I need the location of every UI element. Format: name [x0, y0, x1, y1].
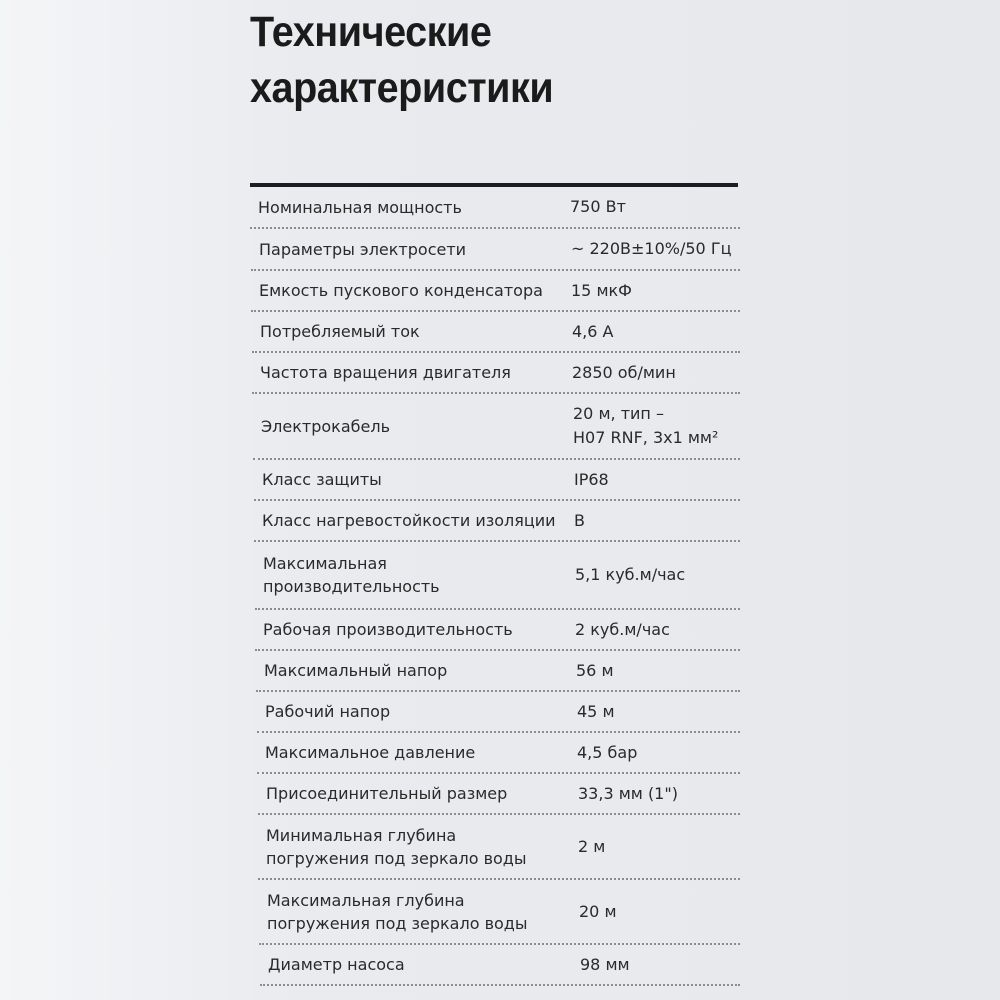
spec-row: Максимальный напор 56 м [256, 651, 740, 692]
spec-row: Частота вращения двигателя 2850 об/мин [252, 353, 740, 394]
spec-label: Максимальная глубина погружения под зерк… [267, 890, 528, 933]
spec-row: Емкость пускового конденсатора 15 мкФ [251, 271, 740, 312]
spec-row: Электрокабель 20 м, тип – H07 RNF, 3x1 мм… [253, 394, 740, 460]
spec-value: 45 м [577, 701, 615, 721]
spec-value: ~ 220В±10%/50 Гц [571, 239, 732, 258]
spec-row: Рабочая производительность 2 куб.м/час [255, 610, 740, 651]
spec-label: Максимальная производительность [263, 554, 440, 596]
spec-value: 20 м [579, 901, 617, 921]
spec-value: 33,3 мм (1") [578, 783, 678, 803]
spec-row: Класс защиты IP68 [254, 460, 740, 501]
spec-value: 20 м, тип – H07 RNF, 3x1 мм² [573, 404, 719, 447]
spec-value: 2 м [578, 836, 606, 856]
spec-value: IP68 [574, 469, 609, 489]
spec-row: Присоединительный размер 33,3 мм (1") [258, 774, 740, 815]
spec-label: Максимальный напор [264, 661, 448, 680]
spec-label: Рабочая производительность [263, 620, 513, 639]
header-rule [250, 183, 738, 187]
spec-label: Класс защиты [262, 470, 382, 489]
spec-label: Максимальное давление [265, 743, 476, 762]
spec-value: 15 мкФ [571, 280, 632, 300]
spec-row: Максимальная производительность 5,1 куб.м… [255, 542, 740, 610]
spec-row: Максимальная глубина погружения под зерк… [259, 880, 740, 945]
spec-value: 4,6 А [572, 321, 614, 341]
spec-value: 2850 об/мин [572, 362, 676, 382]
title-line-1: Технические [250, 8, 492, 56]
spec-row: Диаметр насоса 98 мм [260, 945, 740, 986]
spec-value: 4,5 бар [577, 742, 638, 762]
spec-row: Рабочий напор 45 м [257, 692, 740, 733]
page-title: Технические характеристики [250, 4, 554, 116]
spec-label: Электрокабель [261, 416, 391, 436]
spec-row: Потребляемый ток 4,6 А [252, 312, 740, 353]
title-line-2: характеристики [250, 64, 554, 112]
spec-value: 56 м [576, 660, 614, 680]
spec-label: Потребляемый ток [260, 322, 420, 341]
spec-value: 5,1 куб.м/час [575, 565, 686, 584]
spec-value: B [574, 510, 585, 530]
spec-label: Класс нагревостойкости изоляции [262, 511, 556, 530]
spec-row: Параметры электросети ~ 220В±10%/50 Гц [251, 229, 740, 271]
spec-row: Номинальная мощность 750 Вт [250, 187, 740, 229]
spec-label: Номинальная мощность [258, 197, 462, 217]
spec-label: Диаметр насоса [268, 955, 405, 974]
spec-row: Минимальная глубина погружения под зерка… [258, 815, 740, 880]
spec-label: Присоединительный размер [266, 784, 508, 803]
spec-row: Максимальное давление 4,5 бар [257, 733, 740, 774]
spec-value: 98 мм [580, 954, 630, 974]
spec-row: Класс нагревостойкости изоляции B [254, 501, 740, 542]
spec-label: Частота вращения двигателя [260, 363, 511, 382]
spec-value: 2 куб.м/час [575, 619, 670, 639]
spec-label: Параметры электросети [259, 239, 467, 259]
spec-label: Емкость пускового конденсатора [259, 281, 543, 300]
spec-label: Рабочий напор [265, 702, 391, 721]
spec-label: Минимальная глубина погружения под зерка… [266, 825, 527, 868]
spec-value: 750 Вт [570, 197, 626, 216]
